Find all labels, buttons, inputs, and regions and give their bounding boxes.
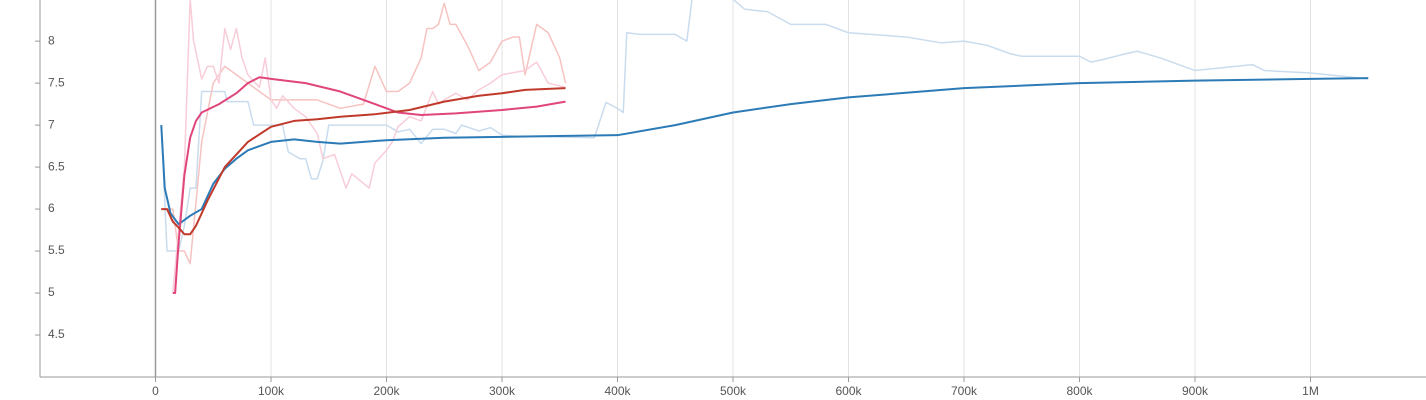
- y-tick-label: 6.5: [48, 159, 65, 173]
- x-tick-label: 100k: [258, 384, 285, 398]
- x-tick-label: 0: [152, 384, 159, 398]
- series-line: [161, 2, 567, 265]
- y-tick-label: 5: [48, 285, 55, 299]
- series-line: [172, 0, 566, 294]
- plot-area: [160, 0, 1369, 295]
- y-tick-label: 7: [48, 117, 55, 131]
- x-tick-label: 500k: [720, 384, 747, 398]
- x-tick-label: 800k: [1066, 384, 1093, 398]
- x-tick-label: 400k: [604, 384, 631, 398]
- tick-labels: 0 100k 200k 300k 400k 500k 600k 700k 800k 900k 1M 4…: [48, 33, 1319, 398]
- x-tick-label: 900k: [1182, 384, 1209, 398]
- x-tick-label: 300k: [489, 384, 516, 398]
- grid: [35, 0, 1311, 382]
- series-line: [160, 0, 1369, 252]
- series-line: [161, 87, 566, 236]
- y-tick-label: 4.5: [48, 327, 65, 341]
- y-tick-label: 6: [48, 201, 55, 215]
- series-line: [172, 76, 566, 295]
- x-tick-label: 1M: [1302, 384, 1319, 398]
- x-tick-label: 600k: [835, 384, 862, 398]
- y-tick-label: 7.5: [48, 75, 65, 89]
- series-line: [160, 77, 1369, 226]
- x-tick-label: 200k: [373, 384, 400, 398]
- y-tick-label: 8: [48, 33, 55, 47]
- x-tick-label: 700k: [951, 384, 978, 398]
- y-tick-label: 5.5: [48, 243, 65, 257]
